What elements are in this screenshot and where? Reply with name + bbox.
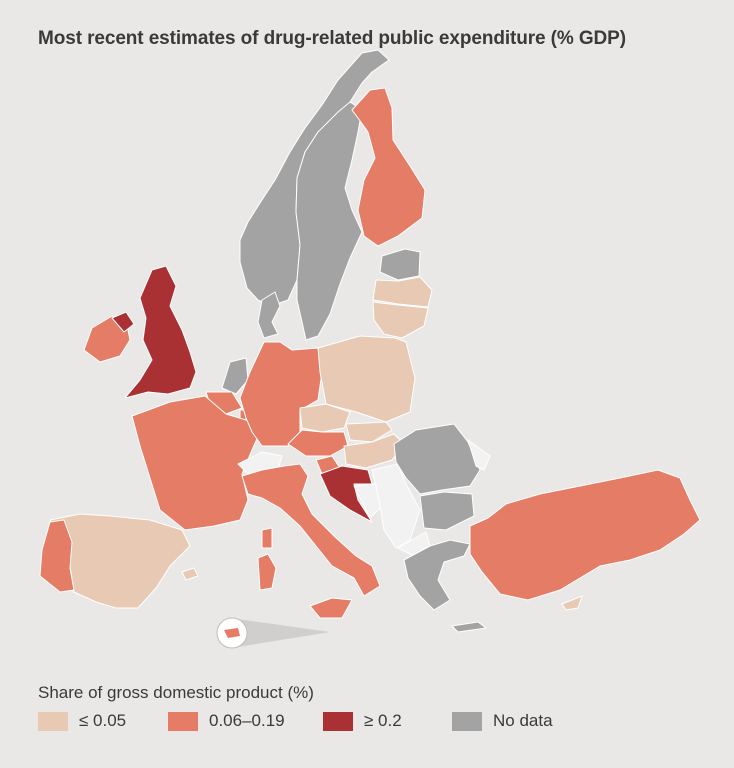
region-lithuania[interactable]	[372, 301, 429, 339]
region-greece[interactable]	[403, 539, 471, 611]
region-norway[interactable]	[239, 49, 390, 307]
region-sardinia[interactable]	[257, 553, 277, 591]
region-france[interactable]	[131, 395, 261, 531]
region-moldova[interactable]	[467, 439, 491, 471]
region-netherlands[interactable]	[221, 357, 249, 395]
region-austria[interactable]	[287, 429, 349, 457]
region-portugal[interactable]	[39, 519, 75, 593]
region-romania[interactable]	[393, 423, 481, 495]
region-crete[interactable]	[451, 621, 487, 633]
region-balearics[interactable]	[181, 567, 199, 581]
legend-swatch-nodata	[452, 711, 482, 731]
map-title: Most recent estimates of drug-related pu…	[38, 28, 626, 49]
legend-label-nodata: No data	[493, 711, 553, 730]
region-bulgaria[interactable]	[419, 491, 475, 531]
legend-label-low: ≤ 0.05	[79, 711, 127, 730]
legend-swatch-mid	[168, 711, 198, 731]
legend-item-low: ≤ 0.05	[38, 710, 126, 732]
legend-item-mid: 0.06–0.19	[168, 710, 285, 732]
legend-swatch-low	[38, 711, 68, 731]
region-czechia[interactable]	[299, 403, 351, 433]
region-serbia[interactable]	[371, 463, 421, 549]
region-turkey[interactable]	[469, 469, 701, 601]
region-cyprus[interactable]	[561, 595, 583, 611]
region-finland[interactable]	[351, 87, 426, 247]
region-sweden[interactable]	[295, 101, 363, 341]
legend-swatch-high	[323, 711, 353, 731]
region-northern-ireland[interactable]	[111, 311, 135, 333]
region-latvia[interactable]	[372, 276, 433, 308]
region-slovakia[interactable]	[345, 421, 393, 443]
legend-label-mid: 0.06–0.19	[209, 711, 285, 730]
legend-label-high: ≥ 0.2	[364, 711, 402, 730]
region-united-kingdom[interactable]	[124, 265, 197, 399]
region-poland[interactable]	[317, 335, 416, 423]
region-denmark[interactable]	[257, 291, 281, 339]
region-malta[interactable]	[224, 628, 240, 638]
legend-item-nodata: No data	[452, 710, 553, 732]
region-croatia[interactable]	[319, 465, 373, 523]
legend-item-high: ≥ 0.2	[323, 710, 402, 732]
region-italy[interactable]	[241, 463, 381, 597]
region-estonia[interactable]	[379, 248, 421, 281]
region-sicily[interactable]	[309, 597, 353, 619]
malta-inset	[216, 617, 330, 649]
legend-title: Share of gross domestic product (%)	[38, 683, 314, 702]
region-corsica[interactable]	[261, 527, 273, 549]
